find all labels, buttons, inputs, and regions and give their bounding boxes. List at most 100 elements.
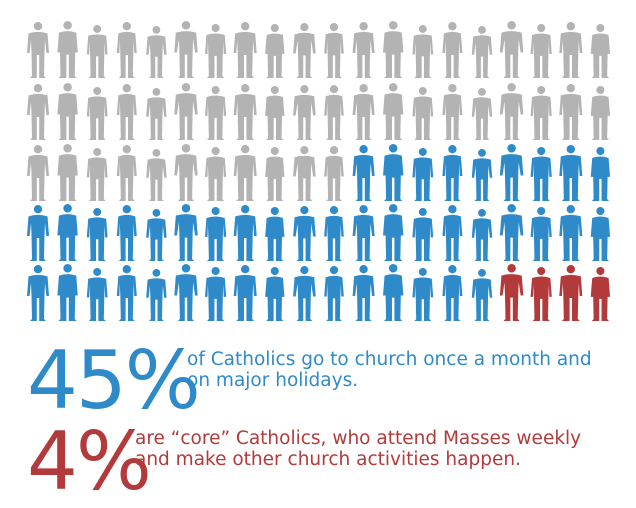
monthly-description-line-1: of Catholics go to church once a month a… (187, 349, 592, 370)
person-figure-monthly (57, 204, 78, 261)
person-figure-other (116, 84, 137, 140)
core-description-line-2: and make other church activities happen. (135, 449, 521, 470)
core-description: are “core” Catholics, who attend Masses … (135, 428, 581, 470)
person-figure-other (530, 86, 552, 140)
person-figure-other (324, 146, 344, 201)
person-figure-other (174, 143, 198, 201)
person-figure-other (146, 25, 167, 78)
person-figure-monthly (471, 208, 493, 261)
core-percentage: 4% (27, 415, 152, 508)
person-figure-monthly (412, 208, 434, 261)
person-figure-monthly (146, 268, 167, 321)
person-figure-monthly (412, 148, 434, 201)
person-figure-other (204, 85, 227, 140)
person-figure-core (559, 265, 583, 321)
person-figure-monthly (116, 204, 137, 261)
person-figure-other (204, 23, 227, 78)
person-figure-monthly (174, 263, 198, 321)
person-figure-monthly (590, 146, 611, 201)
person-figure-other (590, 23, 611, 79)
person-figure-other (146, 87, 167, 140)
person-figure-other (352, 84, 375, 140)
monthly-description: of Catholics go to church once a month a… (187, 349, 592, 391)
person-figure-other (383, 82, 404, 140)
person-figure-monthly (293, 206, 316, 261)
person-figure-monthly (471, 148, 493, 201)
person-figure-other (174, 83, 198, 140)
person-figure-other (412, 87, 434, 140)
person-figure-other (174, 20, 198, 78)
monthly-description-line-2: on major holidays. (187, 370, 359, 391)
person-figure-other (86, 87, 108, 140)
person-figure-other (265, 147, 285, 201)
person-figure-monthly (265, 207, 285, 261)
person-figure-other (442, 84, 463, 140)
person-figure-monthly (57, 264, 78, 321)
person-figure-monthly (530, 207, 552, 261)
person-figure-other (530, 23, 552, 78)
person-figure-monthly (233, 265, 257, 321)
person-figure-monthly (116, 265, 137, 321)
person-figure-monthly (442, 265, 463, 321)
person-figure-other (293, 85, 316, 140)
monthly-percentage: 45% (27, 334, 201, 427)
people-pictograph (27, 20, 611, 321)
person-figure-monthly (442, 205, 463, 261)
person-figure-other (116, 22, 137, 78)
person-figure-monthly (86, 208, 108, 261)
person-figure-monthly (27, 204, 49, 261)
person-figure-monthly (146, 208, 167, 261)
person-figure-other (86, 25, 108, 78)
person-figure-other (383, 20, 404, 79)
person-figure-other (499, 21, 524, 78)
person-figure-other (116, 145, 137, 201)
person-figure-other (471, 88, 493, 140)
person-figure-monthly (559, 145, 583, 201)
person-figure-other (265, 85, 285, 140)
person-figure-other (471, 25, 493, 78)
person-figure-monthly (530, 147, 552, 201)
person-figure-monthly (352, 145, 375, 201)
person-figure-other (57, 83, 78, 140)
person-figure-other (233, 22, 257, 79)
person-figure-monthly (204, 207, 227, 261)
person-figure-other (27, 84, 49, 140)
person-figure-other (590, 85, 611, 140)
person-figure-monthly (293, 266, 316, 321)
person-figure-monthly (412, 268, 434, 321)
person-figure-other (324, 23, 344, 79)
person-figure-other (412, 24, 434, 78)
person-figure-other (499, 83, 524, 140)
person-figure-monthly (86, 268, 108, 321)
person-figure-monthly (352, 205, 375, 261)
person-figure-other (442, 22, 463, 79)
person-figure-other (352, 22, 375, 79)
person-figure-core (530, 266, 552, 321)
person-figure-monthly (204, 267, 227, 321)
person-figure-monthly (499, 143, 524, 201)
person-figure-other (57, 21, 78, 78)
person-figure-other (146, 149, 167, 201)
person-figure-monthly (233, 205, 257, 261)
person-figure-other (27, 145, 49, 201)
person-figure-other (324, 85, 344, 140)
person-figure-monthly (471, 268, 493, 321)
person-figure-monthly (559, 204, 583, 261)
person-figure-other (86, 148, 108, 201)
person-figure-monthly (499, 204, 524, 261)
core-description-line-1: are “core” Catholics, who attend Masses … (135, 428, 582, 449)
person-figure-monthly (324, 206, 344, 261)
person-figure-monthly (174, 204, 198, 261)
person-figure-other (233, 145, 257, 201)
person-figure-monthly (442, 145, 463, 201)
person-figure-monthly (265, 267, 285, 321)
person-figure-monthly (383, 263, 404, 321)
person-figure-other (293, 23, 316, 79)
person-figure-monthly (352, 265, 375, 321)
person-figure-monthly (324, 266, 344, 321)
person-figure-monthly (383, 203, 404, 261)
person-figure-other (27, 22, 49, 78)
person-figure-other (293, 146, 316, 201)
person-figure-monthly (383, 143, 404, 201)
person-figure-core (590, 266, 611, 321)
